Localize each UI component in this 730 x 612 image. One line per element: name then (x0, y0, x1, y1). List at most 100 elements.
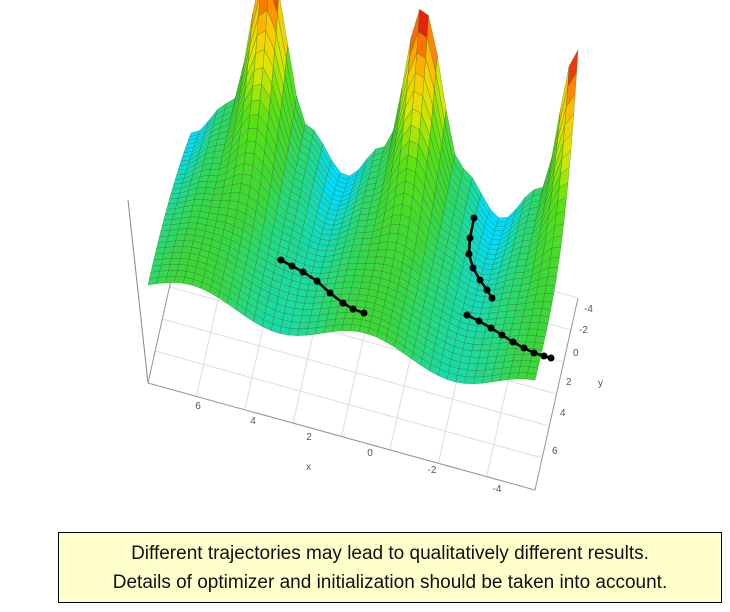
surface-cell (351, 318, 363, 326)
surface-cell (211, 157, 223, 164)
surface-cell (356, 219, 368, 228)
surface-cell (210, 200, 222, 208)
x-tick-label: 6 (195, 401, 201, 412)
surface-cell (214, 144, 226, 152)
surface-cell (243, 152, 255, 166)
z-axis-line (127, 199, 149, 384)
surface-cell (176, 228, 188, 236)
surface-cell (279, 326, 291, 336)
surface-cell (248, 114, 259, 129)
surface-cell (352, 238, 364, 246)
surface-cell (502, 323, 513, 331)
surface-cell (166, 270, 178, 277)
surface-cell (175, 270, 187, 278)
surface-cell (472, 337, 484, 345)
surface-cell (177, 264, 188, 272)
surface-cell (494, 225, 506, 231)
surface-cell (548, 257, 560, 268)
surface-cell (518, 366, 530, 374)
surface-cell (230, 183, 242, 194)
surface-cell (525, 335, 537, 343)
surface-cell (353, 232, 365, 240)
x-tick-label: -2 (428, 465, 437, 476)
surface-cell (191, 204, 203, 212)
surface-cell (532, 300, 544, 310)
surface-cell (547, 267, 559, 278)
surface-cell (487, 248, 498, 255)
surface-cell (546, 276, 557, 286)
surface-cell (292, 308, 304, 317)
surface-cell (540, 308, 552, 318)
surface-cell (343, 275, 355, 283)
surface-cell (313, 261, 324, 268)
x-tick-label: 4 (250, 416, 256, 427)
surface-cell (386, 241, 397, 252)
surface-cell (512, 354, 524, 362)
surface-cell (478, 350, 490, 358)
floor-grid-line (155, 350, 543, 459)
surface-cell (169, 258, 181, 265)
surface-cell (354, 269, 365, 277)
surface-cell (481, 337, 493, 345)
surface-cell (348, 256, 359, 264)
surface-cell (229, 192, 241, 202)
x-tick-label: -4 (493, 484, 502, 495)
surface-cell (294, 301, 305, 310)
surface-cell (509, 329, 521, 337)
surface-cell (365, 256, 377, 264)
surface-cell (297, 328, 309, 336)
surface-cell (521, 354, 533, 362)
surface-cell (171, 252, 182, 259)
surface-cell (471, 344, 483, 352)
x-axis-title: x (306, 462, 311, 473)
surface-cell (503, 316, 515, 325)
surface-cell (362, 231, 374, 239)
surface-cell (172, 246, 184, 253)
surface-cell (311, 266, 323, 274)
surface-cell (389, 224, 400, 234)
surface-cell (509, 291, 521, 299)
surface-cell (543, 293, 554, 303)
surface-cell (360, 281, 371, 290)
surface-cell (516, 259, 528, 267)
surface-cell (520, 360, 531, 368)
surface-cell (511, 322, 522, 331)
surface-cell (300, 315, 311, 323)
surface-cell (208, 169, 220, 177)
surface-cell (187, 222, 198, 230)
surface-cell (476, 363, 487, 371)
surface-cell (474, 331, 486, 339)
surface-cell (350, 324, 361, 332)
surface-cell (506, 304, 518, 312)
surface-cell (189, 210, 201, 218)
surface-cell (246, 128, 258, 142)
surface-cell (376, 249, 387, 258)
surface-cell (507, 297, 519, 305)
surface-cell (179, 252, 191, 260)
trajectory-points (277, 214, 555, 362)
surface-cell (336, 306, 348, 314)
surface-cell (362, 269, 374, 277)
surface-cell (314, 255, 326, 263)
surface-cell (245, 140, 257, 155)
y-tick-label: 0 (573, 348, 579, 359)
surface-cell (349, 287, 361, 295)
surface-cell (355, 263, 367, 270)
surface-cell (551, 235, 563, 249)
surface-cell (178, 258, 190, 266)
surface-cell (464, 376, 476, 384)
surface-cell (512, 316, 524, 324)
surface-cell (249, 99, 261, 116)
y-tick-label: 2 (566, 377, 572, 388)
surface-cell (373, 263, 384, 272)
surface-cell (359, 244, 371, 252)
surface-cell (492, 230, 504, 236)
surface-cell (525, 372, 537, 381)
surface-cell (519, 322, 531, 330)
surface-cell (374, 256, 386, 265)
surface-cell (339, 293, 351, 301)
surface-cell (468, 356, 480, 365)
surface-cell (473, 376, 484, 385)
surface-cell (519, 246, 531, 254)
